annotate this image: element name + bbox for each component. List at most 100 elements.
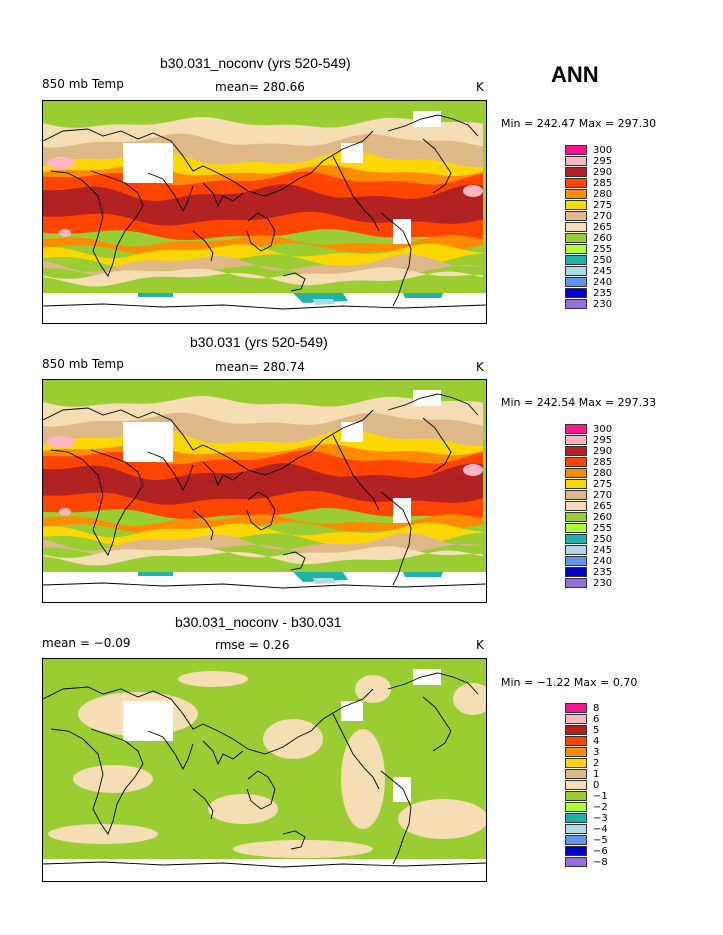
panel2-title: b30.031 (yrs 520-549) xyxy=(190,334,328,350)
legend2-label: 255 xyxy=(593,523,613,534)
panel2-mean-label: mean= 280.74 xyxy=(215,360,305,374)
legend2-swatch xyxy=(565,424,587,434)
legend3-label: −8 xyxy=(593,857,608,868)
legend2-swatch xyxy=(565,501,587,511)
legend3-swatch xyxy=(565,824,587,834)
panel3-units-label: K xyxy=(476,638,484,652)
legend2-swatch xyxy=(565,534,587,544)
legend3-label: 6 xyxy=(593,714,600,725)
legend3-label: 3 xyxy=(593,747,600,758)
legend3-swatch xyxy=(565,813,587,823)
legend3-label: −4 xyxy=(593,824,608,835)
legend3-swatch xyxy=(565,747,587,757)
legend2-swatch xyxy=(565,457,587,467)
panel1-title: b30.031_noconv (yrs 520-549) xyxy=(160,55,351,71)
legend3-swatch xyxy=(565,769,587,779)
legend3-label: 2 xyxy=(593,758,600,769)
legend3-label: 1 xyxy=(593,769,600,780)
legend3-label: 8 xyxy=(593,703,600,714)
panel1-mean-label: mean= 280.66 xyxy=(215,80,305,94)
legend3-swatch xyxy=(565,780,587,790)
legend2-swatch xyxy=(565,578,587,588)
panel2-map xyxy=(42,379,487,603)
legend2-label: 230 xyxy=(593,578,613,589)
legend1-label: 270 xyxy=(593,211,613,222)
legend3-label: −3 xyxy=(593,813,608,824)
legend3-label: −1 xyxy=(593,791,608,802)
legend1-label: 240 xyxy=(593,277,613,288)
legend1-swatch xyxy=(565,189,587,199)
legend1-swatch xyxy=(565,266,587,276)
legend2-label: 250 xyxy=(593,534,613,545)
legend1-label: 265 xyxy=(593,222,613,233)
legend2-label: 235 xyxy=(593,567,613,578)
legend2-label: 295 xyxy=(593,435,613,446)
legend1-swatch xyxy=(565,255,587,265)
panel1-units-label: K xyxy=(476,80,484,94)
legend2-swatch xyxy=(565,479,587,489)
legend2-label: 265 xyxy=(593,501,613,512)
legend2-swatch xyxy=(565,523,587,533)
legend3-label: −5 xyxy=(593,835,608,846)
legend1-label: 255 xyxy=(593,244,613,255)
legend1-label: 285 xyxy=(593,178,613,189)
legend2-label: 245 xyxy=(593,545,613,556)
legend3-swatch xyxy=(565,835,587,845)
legend1-swatch xyxy=(565,244,587,254)
legend1-label: 290 xyxy=(593,167,613,178)
legend3-swatch xyxy=(565,758,587,768)
legend2-swatch xyxy=(565,446,587,456)
panel3-minmax: Min = −1.22 Max = 0.70 xyxy=(501,676,638,689)
panel1-minmax: Min = 242.47 Max = 297.30 xyxy=(501,117,657,130)
legend1-label: 275 xyxy=(593,200,613,211)
legend2-swatch xyxy=(565,567,587,577)
legend1-label: 260 xyxy=(593,233,613,244)
legend1-swatch xyxy=(565,145,587,155)
legend1-label: 230 xyxy=(593,299,613,310)
legend3-swatch xyxy=(565,736,587,746)
legend3-label: 4 xyxy=(593,736,600,747)
panel2-units-label: K xyxy=(476,360,484,374)
legend2-swatch xyxy=(565,545,587,555)
panel3-mean-label: mean = −0.09 xyxy=(42,636,131,650)
panel2-minmax: Min = 242.54 Max = 297.33 xyxy=(501,396,657,409)
panel1-variable-label: 850 mb Temp xyxy=(42,77,124,91)
legend1-swatch xyxy=(565,200,587,210)
legend2-swatch xyxy=(565,512,587,522)
legend3-swatch xyxy=(565,714,587,724)
legend1-label: 245 xyxy=(593,266,613,277)
legend2-swatch xyxy=(565,556,587,566)
legend3-label: −6 xyxy=(593,846,608,857)
legend1-swatch xyxy=(565,233,587,243)
season-label: ANN xyxy=(551,62,599,87)
legend1-label: 250 xyxy=(593,255,613,266)
panel1-legend: 300 295 290 285 280 275 270 265 260 255 250 245 240 2… xyxy=(565,145,645,320)
panel3-title: b30.031_noconv - b30.031 xyxy=(175,614,342,630)
panel2-variable-label: 850 mb Temp xyxy=(42,357,124,371)
legend2-label: 275 xyxy=(593,479,613,490)
legend2-swatch xyxy=(565,490,587,500)
legend2-label: 280 xyxy=(593,468,613,479)
panel3-rmse-label: rmse = 0.26 xyxy=(215,638,290,652)
legend1-swatch xyxy=(565,277,587,287)
legend3-swatch xyxy=(565,791,587,801)
legend3-swatch xyxy=(565,846,587,856)
legend1-swatch xyxy=(565,299,587,309)
panel1-map xyxy=(42,100,487,324)
legend1-swatch xyxy=(565,178,587,188)
legend2-label: 300 xyxy=(593,424,613,435)
legend1-label: 280 xyxy=(593,189,613,200)
legend1-label: 295 xyxy=(593,156,613,167)
legend1-swatch xyxy=(565,167,587,177)
legend3-label: 0 xyxy=(593,780,600,791)
legend1-swatch xyxy=(565,156,587,166)
legend1-swatch xyxy=(565,211,587,221)
legend2-label: 240 xyxy=(593,556,613,567)
panel2-legend: 300 295 290 285 280 275 270 265 260 255 250 245 240 2… xyxy=(565,424,645,599)
legend2-swatch xyxy=(565,435,587,445)
legend2-label: 260 xyxy=(593,512,613,523)
panel3-legend: 8 6 5 4 3 2 1 0 −1 −2 −3 −4 −5 −6 −8 xyxy=(565,703,645,878)
legend3-label: −2 xyxy=(593,802,608,813)
legend1-swatch xyxy=(565,222,587,232)
legend1-label: 300 xyxy=(593,145,613,156)
